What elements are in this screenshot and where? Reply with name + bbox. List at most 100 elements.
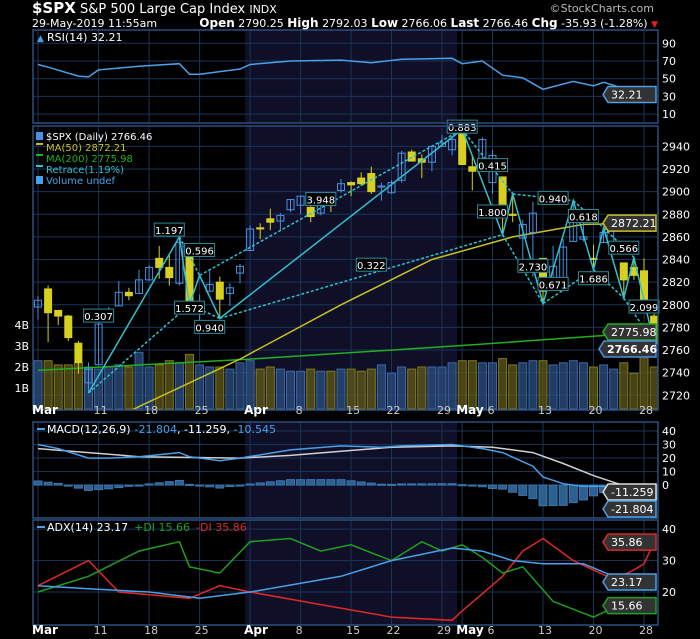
plus-di-tag-box <box>602 596 657 615</box>
retrace-label: 0.566 <box>609 244 638 255</box>
macd-histogram-bar <box>326 479 336 486</box>
volume-bar <box>316 370 326 410</box>
x-tick-label: 8 <box>296 404 303 417</box>
macd-histogram-bar <box>457 484 467 487</box>
rsi-value-tag-box <box>602 85 657 104</box>
candle-body <box>438 142 446 147</box>
macd-histogram-bar <box>134 484 144 487</box>
panel-border <box>32 421 659 519</box>
volume-bar <box>609 368 619 410</box>
retrace-label: 0.596 <box>185 246 214 257</box>
x-tick-label: 15 <box>346 404 360 417</box>
candle-body <box>397 152 406 181</box>
ma50-line <box>130 222 655 410</box>
volume-bar <box>376 364 386 410</box>
macd-histogram-bar <box>43 481 53 486</box>
retrace-label-box <box>578 271 609 286</box>
retrace-label-box <box>174 300 205 315</box>
candle-body <box>347 182 356 186</box>
legend-swatch <box>37 526 45 528</box>
candle-body <box>266 218 275 223</box>
retrace-label-box <box>194 319 226 334</box>
candle-body <box>246 228 255 251</box>
volume-bar <box>447 362 457 410</box>
candle-body <box>407 151 416 162</box>
legend-swatch <box>36 176 43 184</box>
y-tick-label: 2800 <box>662 299 690 312</box>
volume-bar <box>275 368 285 410</box>
candle-body <box>377 185 386 188</box>
macd-histogram-bar <box>356 481 366 486</box>
candle-body <box>256 227 265 230</box>
volume-bar <box>63 364 73 410</box>
candle-body <box>155 257 164 268</box>
macd-histogram-bar <box>518 484 528 496</box>
volume-bar <box>437 366 447 410</box>
macd-histogram-bar <box>275 480 285 486</box>
macd-histogram-bar <box>589 484 598 497</box>
adx-legend-adx: ADX(14) 23.17 <box>47 521 128 534</box>
volume-bar <box>538 360 548 410</box>
separator: , <box>177 423 184 436</box>
retrace-label-box <box>608 240 640 255</box>
chg-value: -35.93 (-1.28%) <box>561 17 648 30</box>
macd-histogram-bar <box>63 484 73 487</box>
volume-bar <box>144 366 154 410</box>
volume-bar <box>417 366 427 410</box>
y-tick-label: 70 <box>662 55 676 68</box>
retrace-label: 1.197 <box>155 226 184 237</box>
brand-logo: ©StockCharts.com <box>549 2 654 15</box>
macd-histogram-bar <box>73 484 83 489</box>
x-tick-label: 29 <box>437 624 451 637</box>
plus-di-tag: 15.66 <box>611 600 643 613</box>
volume-bar <box>124 366 134 410</box>
x-tick-label: 25 <box>195 624 209 637</box>
panel-border <box>32 519 659 626</box>
legend-swatch <box>36 154 43 156</box>
volume-bar <box>255 368 265 410</box>
candle-body <box>74 342 83 363</box>
macd-histogram-bar <box>488 484 497 489</box>
retrace-label-box <box>305 192 337 207</box>
open-label: Open <box>199 16 235 30</box>
price-legend-item: Volume undef <box>46 176 116 187</box>
rsi-legend: RSI(14) 32.21 <box>47 31 122 44</box>
x-tick-label: 29 <box>437 404 451 417</box>
panel-border <box>32 125 659 411</box>
rsi-value-tag: 32.21 <box>611 88 643 101</box>
legend-swatch <box>36 132 43 140</box>
volume-bar <box>245 360 255 410</box>
macd-value-tag-box <box>602 500 657 518</box>
retrace-label-box <box>355 257 387 272</box>
candle-body <box>44 288 53 314</box>
candle-body <box>165 266 174 279</box>
macd-histogram-bar <box>528 484 538 500</box>
macd-legend-hist: -10.545 <box>233 423 275 436</box>
volume-bar <box>568 360 578 410</box>
candle-body <box>448 139 457 151</box>
y-tick-label: 2760 <box>662 344 690 357</box>
macd-histogram-bar <box>84 484 93 491</box>
x-tick-label: 11 <box>94 624 108 637</box>
candle-body <box>367 173 376 193</box>
macd-signal-tag: -11.259 <box>611 486 653 499</box>
macd-histogram-bar <box>53 482 63 486</box>
candle-body <box>337 183 345 191</box>
volume-bar <box>265 366 275 410</box>
y-tick-label: 10 <box>662 466 676 479</box>
macd-histogram-bar <box>164 481 174 486</box>
volume-bar <box>467 360 477 410</box>
retrace-label-box <box>477 158 508 173</box>
retrace-label-box <box>517 258 549 273</box>
macd-histogram-bar <box>477 484 487 488</box>
retrace-label: 1.686 <box>579 275 608 286</box>
price-legend-item: MA(200) 2775.98 <box>46 154 133 165</box>
panel-border <box>32 29 659 124</box>
retrace-label: 0.940 <box>195 323 224 334</box>
retrace-label: 1.572 <box>175 304 204 315</box>
x-tick-label: 28 <box>639 404 653 417</box>
y-tick-label: 2820 <box>662 276 690 289</box>
volume-bar <box>508 364 518 410</box>
volume-bar <box>43 360 53 410</box>
y-tick-label: 2900 <box>662 186 690 199</box>
